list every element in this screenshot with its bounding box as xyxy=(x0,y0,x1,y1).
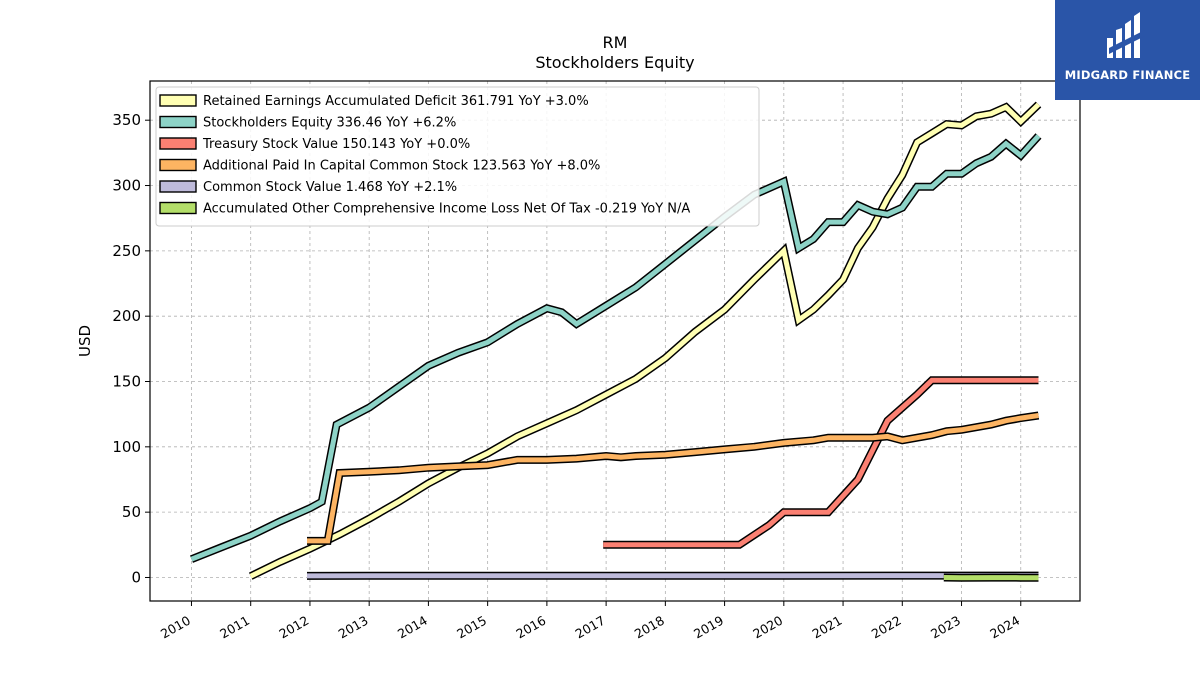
legend-box xyxy=(155,86,760,227)
legend-label-5: Accumulated Other Comprehensive Income L… xyxy=(203,202,690,217)
legend-label-4: Common Stock Value 1.468 YoY +2.1% xyxy=(203,180,457,195)
y-axis-label: USD xyxy=(76,325,94,357)
series-lines xyxy=(190,101,1042,582)
legend-swatch-2 xyxy=(159,137,197,150)
legend: Retained Earnings Accumulated Deficit 36… xyxy=(155,86,760,227)
x-tick-label: 2021 xyxy=(810,613,845,642)
x-tick-label: 2014 xyxy=(395,613,430,642)
x-tick-label: 2015 xyxy=(454,613,489,642)
legend-swatch-0 xyxy=(159,94,197,107)
y-tick-label: 300 xyxy=(112,177,141,195)
legend-swatch-4 xyxy=(159,180,197,193)
y-tick-label: 50 xyxy=(122,503,141,521)
x-tick-label: 2023 xyxy=(928,613,963,642)
series-line-1 xyxy=(190,134,1041,562)
x-tick-label: 2012 xyxy=(276,613,311,642)
x-tick-label: 2022 xyxy=(869,613,904,642)
x-tick-label: 2020 xyxy=(750,613,785,642)
x-tick-label: 2016 xyxy=(513,613,548,642)
chart-title: RM xyxy=(603,33,628,52)
x-tick-label: 2013 xyxy=(336,613,371,642)
legend-label-1: Stockholders Equity 336.46 YoY +6.2% xyxy=(203,116,456,131)
legend-swatch-3 xyxy=(159,158,197,172)
x-tick-label: 2010 xyxy=(158,613,193,642)
x-tick-label: 2024 xyxy=(987,613,1022,642)
chart-subtitle: Stockholders Equity xyxy=(535,53,694,72)
series-outline-2 xyxy=(603,376,1039,549)
series-line-2 xyxy=(603,377,1039,548)
y-tick-label: 150 xyxy=(112,373,141,391)
logo-mark-icon xyxy=(1107,12,1145,58)
y-tick-label: 250 xyxy=(112,242,141,260)
x-axis: 2010 2011 2012 2013 2014 2015 2016 2017 2018 2019… xyxy=(158,601,1022,642)
x-tick-label: 2017 xyxy=(573,613,608,642)
logo-text: MIDGARD FINANCE xyxy=(1064,68,1191,82)
legend-swatch-5 xyxy=(159,201,197,215)
legend-label-3: Additional Paid In Capital Common Stock … xyxy=(203,159,600,174)
legend-label-2: Treasury Stock Value 150.143 YoY +0.0% xyxy=(202,137,470,152)
series-line-3 xyxy=(307,413,1039,544)
x-tick-label: 2018 xyxy=(632,613,667,642)
y-tick-label: 100 xyxy=(112,438,141,456)
x-tick-label: 2019 xyxy=(691,613,726,642)
legend-label-0: Retained Earnings Accumulated Deficit 36… xyxy=(203,94,589,109)
plot-frame xyxy=(149,80,1081,602)
series-line-0 xyxy=(249,102,1041,579)
x-tick-label: 2011 xyxy=(217,613,252,642)
legend-swatch-1 xyxy=(159,115,197,129)
midgard-finance-logo: MIDGARD FINANCE xyxy=(1055,0,1200,100)
y-axis: 0 50 100 150 200 250 300 350 xyxy=(112,111,150,586)
y-tick-label: 200 xyxy=(112,307,141,325)
y-tick-label: 0 xyxy=(131,568,141,586)
y-tick-label: 350 xyxy=(112,111,141,129)
